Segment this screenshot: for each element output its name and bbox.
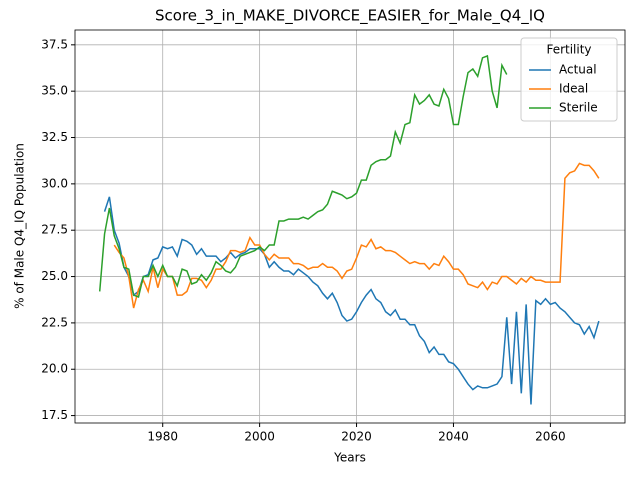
x-tick-label: 2060 xyxy=(535,430,566,444)
y-tick-label: 32.5 xyxy=(41,130,68,144)
x-tick-label: 1980 xyxy=(147,430,178,444)
y-tick-label: 30.0 xyxy=(41,176,68,190)
y-tick-label: 37.5 xyxy=(41,37,68,51)
line-series xyxy=(113,162,600,309)
x-tick-label: 2020 xyxy=(341,430,372,444)
y-tick-label: 22.5 xyxy=(41,315,68,329)
y-tick-label: 20.0 xyxy=(41,362,68,376)
chart-title: Score_3_in_MAKE_DIVORCE_EASIER_for_Male_… xyxy=(155,7,545,26)
x-axis-label: Years xyxy=(333,451,366,465)
legend-box xyxy=(520,37,618,122)
legend-label: Actual xyxy=(559,63,597,77)
y-axis-label: % of Male Q4_IQ Population xyxy=(13,143,27,309)
plot-frame xyxy=(74,29,626,424)
legend-title: Fertility xyxy=(546,43,591,57)
x-tick-label: 2000 xyxy=(244,430,275,444)
y-tick-label: 25.0 xyxy=(41,269,68,283)
y-tick-label: 17.5 xyxy=(41,408,68,422)
line-series xyxy=(103,196,600,405)
y-tick-label: 27.5 xyxy=(41,223,68,237)
y-tick-label: 35.0 xyxy=(41,84,68,98)
legend-label: Ideal xyxy=(559,82,588,96)
line-series xyxy=(98,54,508,298)
legend-label: Sterile xyxy=(559,101,598,115)
x-tick-label: 2040 xyxy=(438,430,469,444)
